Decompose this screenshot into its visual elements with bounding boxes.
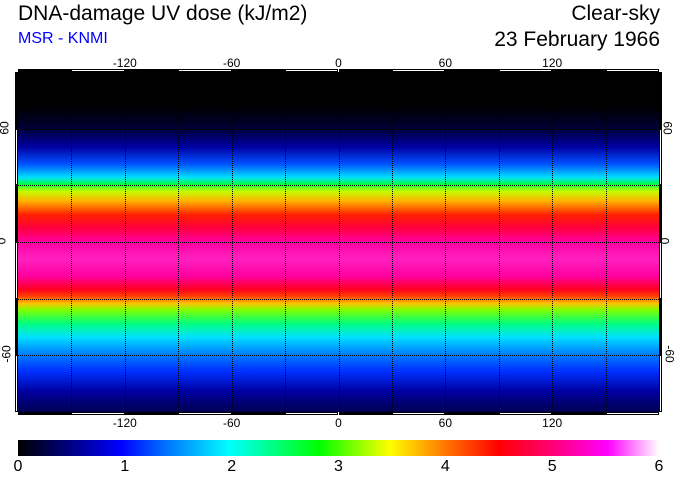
longitude-label: 120 [542, 416, 563, 430]
frame-segment [285, 412, 339, 415]
longitude-label: 60 [438, 416, 453, 430]
frame-segment [71, 69, 125, 72]
frame-segment [391, 412, 446, 415]
frame-segment [605, 412, 659, 415]
frame-segment [71, 412, 125, 415]
map-date: 23 February 1966 [494, 28, 660, 51]
frame-segment [178, 412, 232, 415]
frame-segment [659, 185, 662, 242]
frame-segment [498, 69, 553, 72]
longitude-label: 120 [542, 56, 563, 70]
source-label: MSR - KNMI [18, 30, 108, 47]
latitude-label: 60 [0, 120, 12, 135]
frame-segment [659, 128, 662, 186]
latitude-label: -60 [662, 345, 677, 363]
frame-segment [659, 72, 662, 129]
frame-segment [659, 355, 662, 412]
frame-segment [15, 355, 18, 412]
longitude-label: -60 [222, 416, 241, 430]
colorbar-label: 2 [227, 458, 237, 475]
frame-segment [445, 69, 499, 72]
frame-segment [231, 412, 286, 415]
parallel-line [18, 128, 659, 130]
frame-segment [15, 298, 18, 356]
longitude-label: 0 [335, 416, 342, 430]
frame-segment [15, 185, 18, 242]
frame-segment [552, 412, 606, 415]
colorbar-label: 6 [654, 458, 664, 475]
colorbar-label: 4 [440, 458, 450, 475]
colorbar-label: 3 [334, 458, 343, 475]
frame-segment [15, 242, 18, 299]
latitude-label: 0 [0, 238, 8, 245]
colorbar-label: 5 [547, 458, 557, 475]
sky-condition: Clear-sky [571, 2, 660, 25]
frame-segment [18, 412, 72, 415]
frame-segment [18, 69, 72, 72]
frame-segment [445, 412, 499, 415]
frame-segment [659, 242, 662, 299]
frame-segment [338, 412, 392, 415]
frame-segment [659, 298, 662, 356]
parallel-line [18, 355, 659, 357]
frame-segment [178, 69, 232, 72]
latitude-label: -60 [0, 345, 14, 363]
frame-segment [124, 412, 179, 415]
latitude-label: 0 [657, 237, 672, 245]
frame-segment [124, 69, 179, 72]
frame-segment [338, 69, 392, 72]
frame-segment [391, 69, 446, 72]
longitude-label: 60 [438, 56, 453, 70]
longitude-label: 0 [335, 56, 342, 70]
frame-segment [15, 72, 18, 129]
longitude-label: -120 [112, 416, 137, 430]
frame-segment [605, 69, 659, 72]
longitude-label: -120 [112, 56, 137, 70]
parallel-line [18, 242, 659, 243]
map-title: DNA-damage UV dose (kJ/m2) [18, 2, 308, 25]
colorbar-label: 1 [120, 458, 130, 475]
frame-segment [552, 69, 606, 72]
frame-segment [15, 128, 18, 186]
latitude-label: 60 [660, 120, 675, 135]
colorbar [18, 440, 659, 456]
frame-segment [285, 69, 339, 72]
parallel-line [18, 185, 659, 187]
frame-segment [231, 69, 286, 72]
frame-segment [498, 412, 553, 415]
longitude-label: -60 [222, 56, 241, 70]
parallel-line [18, 298, 659, 300]
colorbar-label: 0 [13, 458, 23, 475]
